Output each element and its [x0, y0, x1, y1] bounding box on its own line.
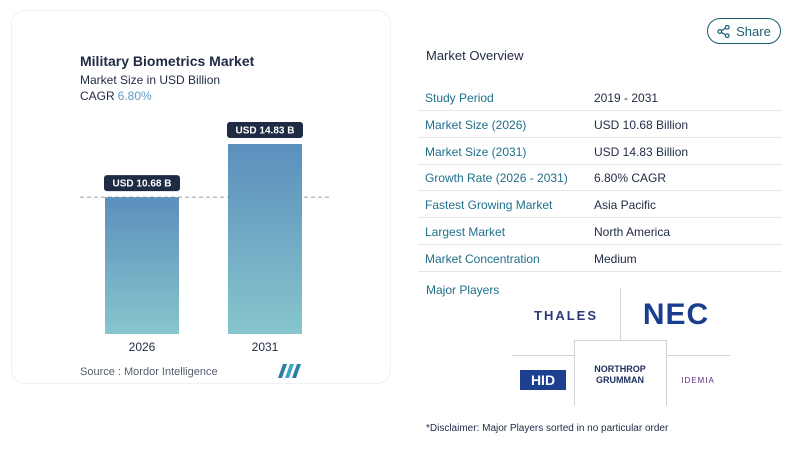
overview-row: Fastest Growing Market Asia Pacific [418, 191, 782, 218]
idemia-logo: IDEMIA [681, 375, 715, 385]
overview-title: Market Overview [426, 48, 524, 63]
major-players-title: Major Players [426, 283, 500, 297]
overview-value: Asia Pacific [594, 198, 657, 212]
bar-2031 [228, 144, 302, 334]
cagr-value: 6.80% [117, 89, 152, 103]
share-icon [717, 24, 730, 38]
share-label: Share [736, 23, 771, 39]
grid-divider [574, 340, 666, 341]
cagr: CAGR 6.80% [80, 89, 152, 103]
chart-title: Military Biometrics Market [80, 53, 255, 69]
nec-logo: NEC [642, 298, 710, 331]
overview-value: USD 10.68 Billion [594, 118, 689, 132]
grid-divider [666, 340, 667, 406]
disclaimer: *Disclaimer: Major Players sorted in no … [426, 423, 669, 434]
overview-row: Growth Rate (2026 - 2031) 6.80% CAGR [418, 164, 782, 191]
mordor-logo-icon [278, 364, 301, 378]
overview-label: Largest Market [425, 225, 506, 239]
overview-row: Market Size (2031) USD 14.83 Billion [418, 138, 782, 165]
overview-label: Growth Rate (2026 - 2031) [425, 171, 568, 185]
overview-label: Market Concentration [425, 252, 540, 266]
x-tick-2026: 2026 [129, 340, 156, 354]
overview-value: 6.80% CAGR [594, 171, 667, 185]
overview-value: North America [594, 225, 671, 239]
overview-value: 2019 - 2031 [594, 91, 659, 105]
grumman-line: GRUMMAN [596, 375, 644, 385]
overview-label: Study Period [425, 91, 494, 105]
northrop-grumman-logo: NORTHROP GRUMMAN [580, 360, 660, 390]
bar-2026 [105, 197, 179, 334]
overview-row: Largest Market North America [418, 218, 782, 245]
overview-label: Fastest Growing Market [425, 198, 553, 212]
overview-value: Medium [594, 252, 637, 266]
overview-label: Market Size (2031) [425, 145, 527, 159]
grid-divider [512, 355, 574, 356]
thales-logo: THALES [534, 307, 598, 323]
data-label-2031: USD 14.83 B [236, 126, 295, 137]
data-label-bg-2026 [104, 175, 180, 192]
hid-logo: HID [520, 370, 566, 390]
overview-value: USD 14.83 Billion [594, 145, 689, 159]
data-label-2026: USD 10.68 B [113, 179, 172, 190]
cagr-label: CAGR [80, 89, 115, 103]
data-label-bg-2031 [227, 122, 303, 138]
overview-label: Market Size (2026) [425, 118, 527, 132]
grid-divider [666, 355, 730, 356]
overview-row: Study Period 2019 - 2031 [418, 84, 782, 111]
overview-row: Market Size (2026) USD 10.68 Billion [418, 111, 782, 138]
x-tick-2031: 2031 [252, 340, 279, 354]
northrop-line: NORTHROP [594, 364, 646, 374]
bar-chart: USD 10.68 B 2026 USD 14.83 B 2031 [80, 122, 330, 354]
grid-divider [574, 340, 575, 406]
grid-divider [620, 288, 621, 340]
overview-row: Market Concentration Medium [418, 245, 782, 272]
share-button[interactable]: Share [707, 18, 781, 44]
chart-subtitle: Market Size in USD Billion [80, 73, 221, 87]
source-text: Source : Mordor Intelligence [80, 366, 218, 378]
